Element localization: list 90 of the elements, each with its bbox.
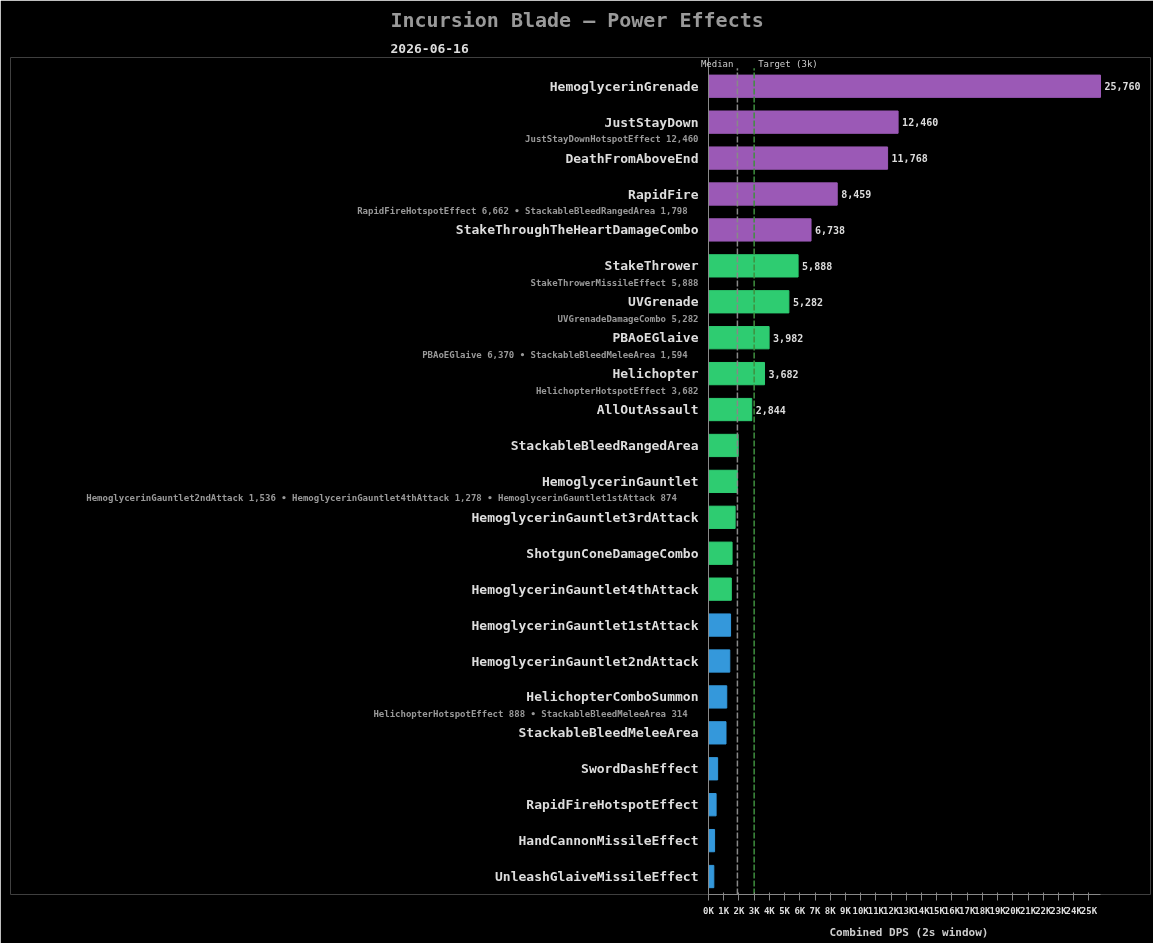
text: JustStayDownHotspotEffect 12,460	[525, 134, 699, 145]
text: HelichopterHotspotEffect 3,682	[535, 385, 699, 396]
data-label: 2,844	[755, 404, 786, 416]
x-tick-label: 22K	[1035, 905, 1052, 916]
bar	[708, 182, 838, 206]
data-label: 8,459	[841, 189, 872, 201]
x-tick-label: 9K	[840, 905, 852, 916]
bar	[708, 433, 739, 458]
bar	[708, 721, 727, 745]
bar	[708, 254, 799, 278]
bar	[708, 505, 736, 529]
bar	[708, 361, 766, 386]
x-axis-title: Combined DPS (2s window)	[829, 925, 989, 939]
bar	[708, 577, 732, 601]
y-tick-label: JustStayDown	[604, 114, 699, 130]
x-tick-label: 17K	[959, 905, 976, 916]
x-tick-label: 3K	[748, 905, 761, 916]
x-tick-label: 0K	[703, 905, 715, 916]
text: UVGrenadeDamageCombo 5,282	[557, 313, 699, 324]
bar	[708, 757, 719, 781]
data-label: 25,760	[1104, 81, 1141, 93]
data-label: 5,888	[802, 260, 833, 272]
y-tick-label: DeathFromAboveEnd	[565, 150, 699, 166]
y-tick-label: HemoglycerinGauntlet	[541, 473, 699, 489]
y-tick-label: HemoglycerinGauntlet2ndAttack	[471, 653, 699, 669]
text: PBAoEGlaive 6,370 • StackableBleedMeleeArea 1,594	[422, 349, 689, 360]
x-tick-label: 21K	[1019, 905, 1037, 916]
x-tick-label: 19K	[989, 905, 1007, 916]
bar	[708, 649, 731, 673]
y-tick-label: RapidFire	[628, 186, 699, 202]
x-tick-label: 25K	[1080, 905, 1098, 916]
y-tick-label: StakeThroughTheHeartDamageCombo	[455, 222, 699, 238]
data-label: 12,460	[902, 117, 939, 129]
text: RapidFireHotspotEffect 6,662 • StackableBleedRangedArea 1,798	[357, 206, 688, 217]
y-tick-label: AllOutAssault	[596, 402, 699, 418]
y-tick-label: HandCannonMissileEffect	[518, 833, 699, 849]
y-tick-label: HemoglycerinGauntlet3rdAttack	[471, 509, 699, 525]
bar	[708, 326, 770, 350]
y-tick-label: Helichopter	[612, 366, 699, 382]
data-label: 11,768	[891, 153, 928, 165]
y-tick-label: HemoglycerinGauntlet4thAttack	[471, 581, 699, 597]
bar	[708, 793, 717, 817]
bar	[708, 110, 899, 134]
bar	[708, 613, 732, 637]
data-label: 3,682	[768, 368, 799, 380]
text: HemoglycerinGauntlet2ndAttack 1,536 • HemoglycerinGauntlet4thAttack 1,278 • HemoglycerinGauntlet1stAttack 874	[86, 493, 678, 504]
x-tick-label: 6K	[794, 905, 806, 916]
bar	[708, 469, 738, 494]
x-tick-label: 2K	[733, 905, 745, 916]
bar	[708, 290, 790, 314]
x-tick-label: 10K	[852, 905, 870, 916]
y-tick-label: HelichopterComboSummon	[526, 689, 699, 705]
x-tick-label: 1K	[718, 905, 730, 916]
y-tick-label: HemoglycerinGrenade	[549, 78, 699, 94]
y-tick-label: StackableBleedMeleeArea	[518, 725, 699, 741]
data-label: 5,282	[792, 296, 823, 308]
chart-title: Incursion Blade — Power Effects	[390, 7, 764, 32]
y-tick-label: UnleashGlaiveMissileEffect	[495, 869, 699, 885]
x-tick-label: 5K	[779, 905, 791, 916]
x-tick-label: 11K	[867, 905, 885, 916]
y-tick-label: StakeThrower	[604, 258, 699, 274]
x-tick-label: 24K	[1065, 905, 1083, 916]
y-tick-label: PBAoEGlaive	[612, 330, 699, 346]
text: HelichopterHotspotEffect 888 • StackableBleedMeleeArea 314	[373, 708, 689, 719]
bar	[708, 74, 1101, 98]
y-tick-label: RapidFireHotspotEffect	[526, 797, 699, 813]
x-tick-label: 7K	[809, 905, 822, 916]
bar	[708, 685, 728, 709]
y-tick-label: ShotgunConeDamageCombo	[526, 545, 699, 561]
ref-line-label: Target (3k)	[758, 58, 818, 69]
x-tick-label: 20K	[1004, 905, 1022, 916]
y-tick-label: HemoglycerinGauntlet1stAttack	[471, 617, 699, 633]
x-tick-label: 16K	[943, 905, 961, 916]
text: 2026-06-16	[390, 40, 469, 56]
x-tick-label: 4K	[763, 905, 776, 916]
x-tick-label: 8K	[824, 905, 837, 916]
x-tick-label: 14K	[913, 905, 931, 916]
bar	[708, 146, 889, 170]
y-tick-label: SwordDashEffect	[581, 761, 699, 777]
x-tick-label: 23K	[1050, 905, 1068, 916]
y-tick-label: UVGrenade	[628, 294, 699, 310]
x-tick-label: 15K	[928, 905, 946, 916]
data-label: 6,738	[815, 224, 846, 236]
text: StakeThrowerMissileEffect 5,888	[530, 277, 699, 288]
bar	[708, 218, 812, 242]
data-label: 3,982	[773, 332, 804, 344]
bar	[708, 397, 753, 422]
y-tick-label: StackableBleedRangedArea	[510, 437, 699, 453]
x-tick-label: 12K	[882, 905, 900, 916]
bar	[708, 541, 733, 565]
